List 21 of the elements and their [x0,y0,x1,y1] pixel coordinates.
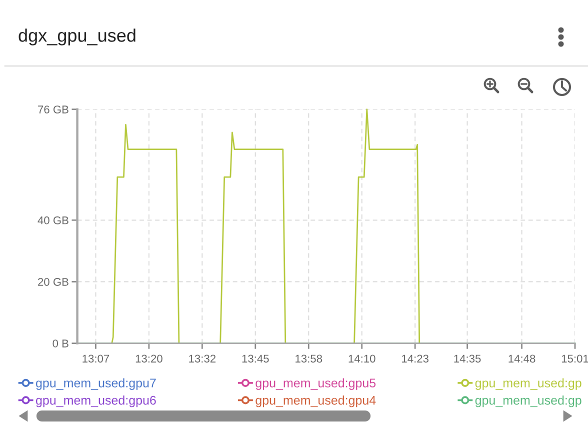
y-tick-label: 76 GB [38,106,68,114]
legend-label: gpu_mem_used:gp [475,378,582,390]
x-tick-label: 13:32 [189,354,216,363]
x-tick-label: 13:20 [136,354,162,363]
x-tick-label: 13:58 [296,354,322,363]
legend-label: gpu_mem_used:gpu7 [36,378,156,390]
x-tick-label: 14:23 [402,354,428,363]
x-tick-label: 14:48 [508,354,536,363]
legend-label: gpu_mem_used:gpu5 [256,378,376,390]
legend-label: gpu_mem_used:gp [475,396,582,408]
legend-label: gpu_mem_used:gpu6 [36,396,156,408]
x-tick-label: 14:10 [348,354,376,363]
x-tick-label: 15:01 [562,354,588,363]
y-tick-label: 0 B [52,340,68,348]
x-tick-label: 14:35 [454,354,481,363]
x-tick-label: 13:07 [82,354,110,363]
chart-title: dgx_gpu_used [18,28,136,46]
legend-label: gpu_mem_used:gpu4 [256,396,376,408]
y-tick-label: 20 GB [38,278,68,286]
x-tick-label: 13:45 [242,354,269,363]
y-tick-label: 40 GB [38,216,68,224]
